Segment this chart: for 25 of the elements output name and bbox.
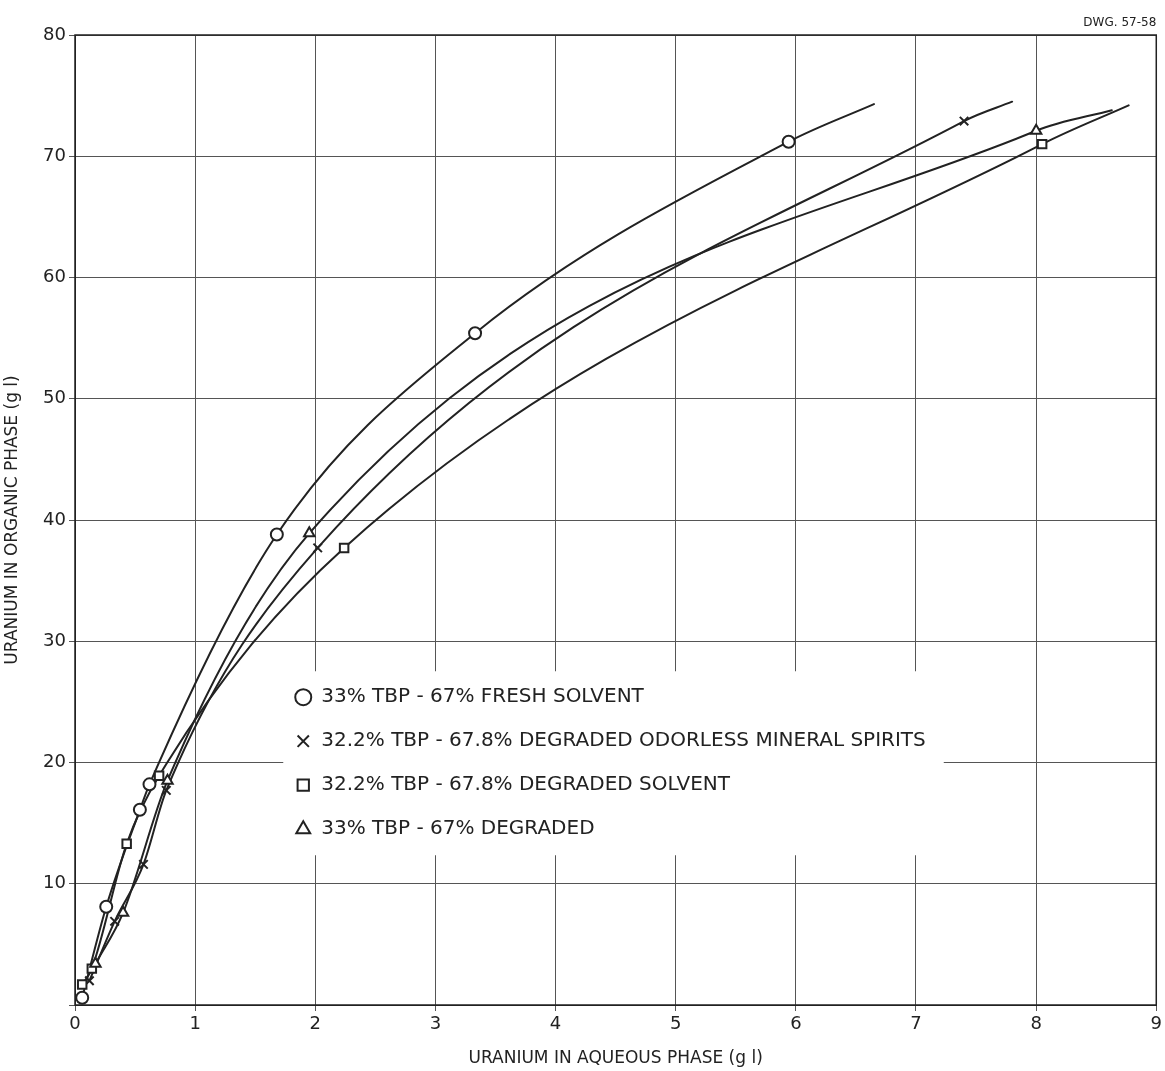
y-axis-title: URANIUM IN ORGANIC PHASE (g l) (0, 375, 21, 665)
x-axis-title: URANIUM IN AQUEOUS PHASE (g l) (468, 1047, 763, 1068)
y-tick-label: 20 (43, 750, 66, 772)
y-tick-label: 30 (43, 628, 66, 650)
x-tick-label: 6 (790, 1012, 802, 1034)
x-tick-label: 2 (309, 1012, 322, 1034)
x-tick-label: 5 (669, 1012, 682, 1034)
x-tick-label: 8 (1030, 1012, 1042, 1034)
legend-label: 32.2% TBP - 67.8% DEGRADED SOLVENT (321, 771, 731, 796)
x-tick-label: 3 (429, 1012, 442, 1034)
x-tick-label: 1 (189, 1012, 201, 1034)
legend-label: 33% TBP - 67% DEGRADED (321, 815, 595, 840)
x-tick-label: 4 (549, 1012, 562, 1034)
y-tick-label: 80 (43, 22, 66, 44)
y-tick-label: 10 (43, 871, 66, 893)
y-tick-label: 70 (43, 143, 66, 165)
x-tick-label: 0 (69, 1012, 81, 1034)
y-tick-label: 60 (43, 265, 66, 287)
legend-label: 33% TBP - 67% FRESH SOLVENT (321, 683, 645, 708)
y-tick-label: 40 (43, 507, 66, 529)
x-tick-label: 7 (910, 1012, 922, 1034)
y-tick-label: 50 (43, 386, 66, 408)
legend-label: 32.2% TBP - 67.8% DEGRADED ODORLESS MINERAL SPIRITS (321, 727, 926, 752)
x-tick-label: 9 (1150, 1012, 1162, 1034)
text: DWG. 57-58 (1083, 15, 1157, 30)
